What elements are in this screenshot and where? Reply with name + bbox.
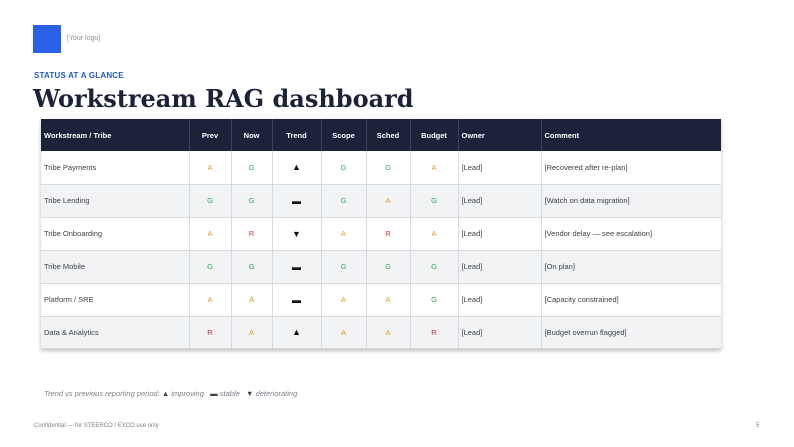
cell-owner: [Lead] [458, 316, 542, 349]
deteriorating-icon: ▼ [246, 389, 254, 398]
header-workstream: Workstream / Tribe [41, 119, 190, 151]
cell-workstream: Tribe Mobile [41, 250, 190, 284]
cell-workstream: Data & Analytics [41, 316, 190, 349]
cell-now: A [231, 283, 273, 317]
cell-scope: A [321, 316, 367, 349]
cell-sched: R [366, 217, 411, 251]
cell-comment: [Recovered after re-plan] [541, 151, 721, 185]
table-row: Platform / SRE A A ▬ A A G [Lead] [Capac… [41, 283, 721, 317]
confidential-notice: Confidential — for STEERCO / EXCO use on… [34, 423, 159, 429]
cell-prev: G [189, 250, 232, 284]
logo-placeholder-text: [Your logo] [67, 35, 101, 42]
cell-budget: G [410, 184, 459, 218]
cell-owner: [Lead] [458, 283, 542, 317]
header-comment: Comment [544, 130, 580, 140]
cell-budget: A [410, 217, 459, 251]
page-number: 5 [756, 423, 760, 429]
rag-table: Workstream / Tribe Prev Now Trend Scope … [41, 119, 721, 349]
table-header-row: Workstream / Tribe Prev Now Trend Scope … [41, 119, 721, 151]
cell-workstream: Platform / SRE [41, 283, 190, 317]
cell-prev: R [189, 316, 232, 349]
cell-scope: A [321, 217, 367, 251]
cell-workstream: Tribe Payments [41, 151, 190, 185]
cell-now: A [231, 316, 273, 349]
trend-legend-improving: improving [171, 389, 204, 398]
page-title: Workstream RAG dashboard [33, 84, 414, 113]
trend-legend-deteriorating: deteriorating [255, 389, 298, 398]
cell-prev: G [189, 184, 232, 218]
table-body: Tribe Payments A G ▲ G G A [Lead] [Recov… [41, 151, 721, 349]
cell-prev: A [189, 217, 232, 251]
cell-trend: ▲ [272, 151, 322, 185]
cell-workstream: Tribe Onboarding [41, 217, 190, 251]
cell-owner: [Lead] [458, 184, 542, 218]
cell-comment: [On plan] [541, 250, 721, 284]
cell-sched: G [366, 151, 411, 185]
cell-workstream: Tribe Lending [41, 184, 190, 218]
cell-sched: G [366, 250, 411, 284]
cell-owner: [Lead] [458, 217, 542, 251]
trend-legend-stable: stable [219, 389, 240, 398]
header-owner: Owner [458, 119, 542, 151]
rag-table-container: Workstream / Tribe Prev Now Trend Scope … [41, 119, 721, 349]
cell-trend: ▲ [272, 316, 322, 349]
cell-owner: [Lead] [458, 151, 542, 185]
cell-sched: A [366, 184, 411, 218]
table-row: Data & Analytics R A ▲ A A R [Lead] [Bud… [41, 316, 721, 349]
cell-trend: ▼ [272, 217, 322, 251]
cell-budget: G [410, 283, 459, 317]
cell-trend: ▬ [272, 283, 322, 317]
cell-comment: [Vendor delay — see escalation] [541, 217, 721, 251]
logo-placeholder-box [33, 25, 61, 53]
section-eyebrow: STATUS AT A GLANCE [34, 71, 124, 80]
cell-prev: A [189, 283, 232, 317]
cell-now: G [231, 250, 273, 284]
cell-now: G [231, 151, 273, 185]
trend-legend-lead: Trend vs previous reporting period: [44, 389, 160, 398]
header-prev: Prev [189, 119, 232, 151]
table-row: Tribe Onboarding A R ▼ A R A [Lead] [Ven… [41, 217, 721, 251]
cell-now: R [231, 217, 273, 251]
cell-comment: [Capacity constrained] [541, 283, 721, 317]
table-row: Tribe Lending G G ▬ G A G [Lead] [Watch … [41, 184, 721, 218]
cell-scope: G [321, 250, 367, 284]
cell-trend: ▬ [272, 184, 322, 218]
cell-comment: [Watch on data migration] [541, 184, 721, 218]
cell-scope: A [321, 283, 367, 317]
cell-budget: G [410, 250, 459, 284]
cell-owner: [Lead] [458, 250, 542, 284]
cell-now: G [231, 184, 273, 218]
cell-comment: [Budget overrun flagged] [541, 316, 721, 349]
table-row: Tribe Payments A G ▲ G G A [Lead] [Recov… [41, 151, 721, 185]
cell-sched: A [366, 316, 411, 349]
improving-icon: ▲ [161, 389, 170, 398]
table-row: Tribe Mobile G G ▬ G G G [Lead] [On plan… [41, 250, 721, 284]
header-scope: Scope [321, 119, 367, 151]
stable-icon: ▬ [210, 389, 218, 398]
trend-legend: Trend vs previous reporting period: ▲ im… [44, 389, 297, 398]
cell-trend: ▬ [272, 250, 322, 284]
header-budget: Budget [410, 119, 459, 151]
cell-prev: A [189, 151, 232, 185]
cell-scope: G [321, 184, 367, 218]
cell-scope: G [321, 151, 367, 185]
cell-sched: A [366, 283, 411, 317]
header-now: Now [231, 119, 273, 151]
header-sched: Sched [366, 119, 411, 151]
header-trend: Trend [272, 119, 322, 151]
cell-budget: R [410, 316, 459, 349]
cell-budget: A [410, 151, 459, 185]
